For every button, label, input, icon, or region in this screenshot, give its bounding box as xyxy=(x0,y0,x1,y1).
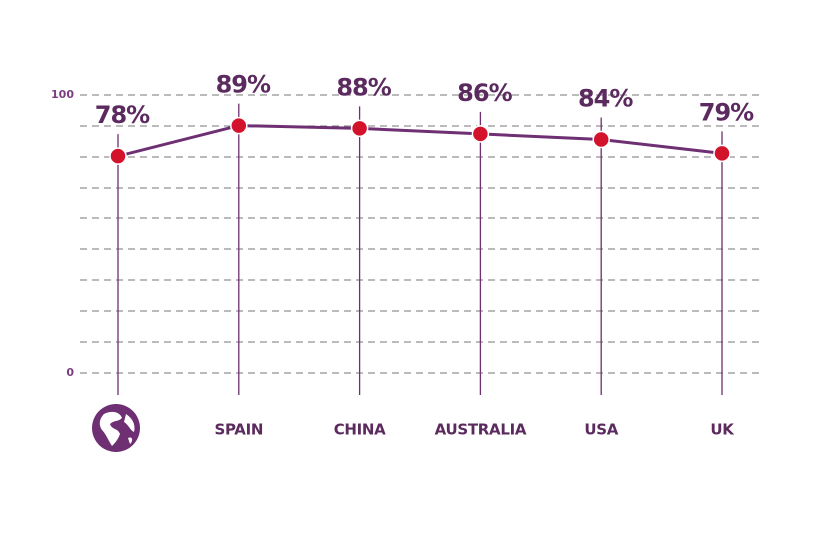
value-label: 78% xyxy=(95,101,150,129)
data-point xyxy=(230,116,248,135)
data-point xyxy=(350,119,369,138)
value-label: 89% xyxy=(216,71,271,99)
x-tick-label: CHINA xyxy=(334,421,386,439)
data-point xyxy=(471,125,490,143)
x-tick-label: AUSTRALIA xyxy=(435,421,527,439)
y-tick-label: 0 xyxy=(66,366,74,379)
x-tick-label: SPAIN xyxy=(214,421,263,439)
value-label: 84% xyxy=(578,84,633,112)
x-tick-label: UK xyxy=(710,421,735,439)
y-tick-label: 100 xyxy=(51,88,74,101)
data-point xyxy=(713,144,731,163)
value-label: 88% xyxy=(336,73,391,101)
x-tick-label: USA xyxy=(584,421,618,439)
value-label: 79% xyxy=(699,98,754,126)
globe-icon xyxy=(92,404,140,452)
data-point xyxy=(592,130,610,149)
value-label: 86% xyxy=(457,79,512,107)
data-line xyxy=(117,124,723,158)
minor-grid xyxy=(80,125,760,343)
data-point xyxy=(109,147,127,165)
